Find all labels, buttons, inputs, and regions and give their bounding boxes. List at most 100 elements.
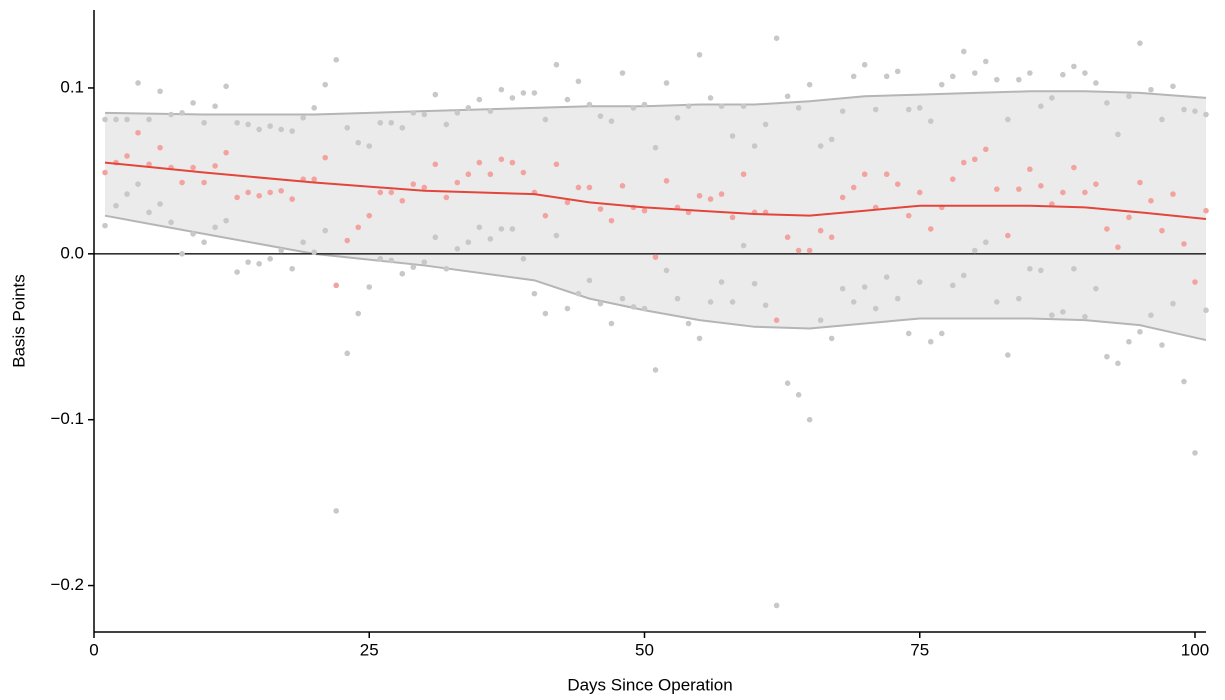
point (575, 78, 582, 85)
point (773, 35, 780, 41)
point (663, 267, 670, 274)
point (498, 86, 505, 93)
point (641, 101, 648, 108)
point (1104, 226, 1110, 232)
point (487, 171, 494, 178)
point (795, 105, 802, 111)
point (1016, 76, 1022, 83)
point (190, 231, 196, 237)
point (1016, 295, 1022, 302)
point (322, 154, 329, 161)
point (1005, 116, 1011, 123)
point (1060, 71, 1066, 78)
point (718, 279, 725, 285)
point (542, 116, 549, 123)
point (509, 95, 516, 101)
point (806, 81, 813, 88)
point (740, 242, 747, 249)
point (234, 269, 240, 275)
point (949, 73, 956, 80)
point (432, 91, 439, 98)
point (410, 110, 417, 116)
point (696, 335, 703, 342)
point (1038, 183, 1044, 189)
point (168, 111, 174, 118)
point (1082, 70, 1088, 76)
point (1203, 307, 1209, 314)
point (1049, 312, 1055, 318)
point (630, 304, 637, 310)
point (784, 93, 791, 100)
point (1170, 83, 1176, 90)
point (256, 260, 262, 267)
point (465, 105, 472, 111)
point (410, 264, 417, 270)
point (1016, 186, 1022, 192)
point (1126, 214, 1132, 221)
point (388, 119, 395, 126)
point (146, 116, 152, 123)
point (1027, 265, 1033, 272)
point (542, 310, 549, 317)
point (883, 73, 890, 80)
point (949, 282, 956, 289)
point (575, 184, 582, 191)
point (960, 159, 967, 166)
y-axis-label: Basis Points (9, 274, 28, 368)
point (366, 212, 373, 219)
point (773, 317, 780, 323)
point (883, 171, 890, 178)
point (608, 217, 615, 224)
point (674, 295, 681, 302)
point (729, 214, 736, 221)
x-tick-label: 75 (910, 640, 929, 659)
point (850, 184, 857, 191)
point (828, 234, 835, 241)
point (1071, 164, 1077, 171)
point (311, 105, 317, 111)
point (157, 88, 163, 95)
point (652, 254, 659, 260)
point (784, 380, 791, 387)
point (476, 224, 483, 231)
point (630, 105, 637, 111)
point (817, 227, 824, 234)
point (1170, 191, 1176, 197)
point (179, 110, 185, 116)
point (1071, 265, 1077, 272)
point (861, 284, 868, 290)
point (157, 144, 163, 151)
point (146, 161, 152, 168)
point (432, 234, 439, 241)
point (278, 126, 284, 133)
point (1137, 179, 1143, 186)
point (388, 189, 395, 196)
point (289, 196, 295, 202)
point (740, 103, 747, 110)
point (245, 121, 251, 128)
point (960, 48, 967, 55)
point (707, 196, 714, 202)
point (1104, 100, 1110, 106)
point (300, 115, 306, 121)
point (421, 111, 428, 118)
point (839, 194, 846, 201)
point (1005, 232, 1011, 239)
point (278, 187, 284, 194)
point (377, 189, 384, 196)
point (333, 282, 340, 289)
point (454, 246, 461, 252)
point (619, 295, 626, 302)
point (751, 280, 758, 287)
point (322, 81, 329, 88)
point (938, 81, 945, 88)
x-tick-label: 50 (635, 640, 654, 659)
point (861, 171, 868, 178)
point (707, 95, 714, 101)
point (564, 305, 571, 312)
point (1060, 189, 1066, 196)
point (223, 217, 229, 224)
point (553, 161, 560, 168)
point (1181, 241, 1187, 247)
point (960, 272, 967, 279)
